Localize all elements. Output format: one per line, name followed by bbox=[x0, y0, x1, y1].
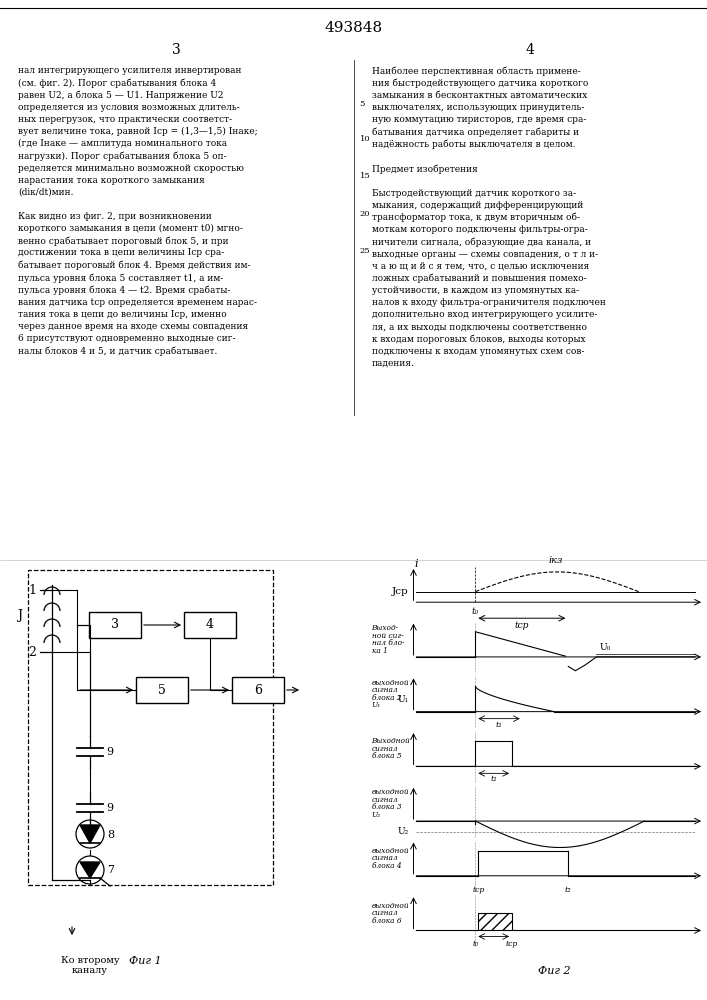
Text: Выход-: Выход- bbox=[371, 624, 399, 632]
Text: ной сиг-: ной сиг- bbox=[371, 632, 403, 640]
Text: выходной: выходной bbox=[371, 679, 409, 687]
Text: 20: 20 bbox=[359, 210, 370, 218]
Text: нал интегрирующего усилителя инвертирован
(см. фиг. 2). Порог срабатывания блока: нал интегрирующего усилителя инвертирова… bbox=[18, 66, 257, 356]
Text: U₂: U₂ bbox=[371, 811, 381, 819]
Text: t: t bbox=[706, 817, 707, 826]
Text: Фиг 1: Фиг 1 bbox=[129, 956, 161, 966]
Text: t₀: t₀ bbox=[472, 940, 479, 948]
Text: сигнал: сигнал bbox=[371, 796, 398, 804]
Text: U₂: U₂ bbox=[397, 827, 409, 836]
Bar bbox=[136, 677, 188, 703]
Text: 4: 4 bbox=[526, 43, 534, 57]
Text: блока 5: блока 5 bbox=[371, 752, 401, 760]
Text: выходной: выходной bbox=[371, 902, 409, 910]
Text: tср: tср bbox=[515, 621, 529, 630]
Text: 7: 7 bbox=[107, 865, 114, 875]
Text: t₁: t₁ bbox=[491, 775, 497, 783]
Bar bbox=[184, 612, 236, 638]
Polygon shape bbox=[80, 862, 100, 878]
Text: U₀: U₀ bbox=[600, 643, 611, 652]
Text: t: t bbox=[706, 598, 707, 607]
Bar bbox=[28, 570, 273, 885]
Text: J: J bbox=[18, 608, 23, 621]
Text: блока 3: блока 3 bbox=[371, 803, 401, 811]
Text: 493848: 493848 bbox=[325, 21, 382, 35]
Text: сигнал: сигнал bbox=[371, 909, 398, 917]
Text: сигнал: сигнал bbox=[371, 745, 398, 753]
Text: блока 4: блока 4 bbox=[371, 862, 401, 870]
Text: ка 1: ка 1 bbox=[371, 647, 387, 655]
Text: t: t bbox=[706, 707, 707, 716]
Text: U₁: U₁ bbox=[397, 695, 409, 704]
Text: 25: 25 bbox=[359, 247, 370, 255]
Text: t₀: t₀ bbox=[472, 607, 479, 616]
Text: 9: 9 bbox=[106, 803, 113, 813]
Text: 3: 3 bbox=[173, 43, 181, 57]
Polygon shape bbox=[80, 825, 100, 843]
Text: Ко второму
каналу: Ко второму каналу bbox=[61, 956, 119, 975]
Bar bbox=[89, 612, 141, 638]
Text: 8: 8 bbox=[107, 830, 114, 840]
Text: блока 6: блока 6 bbox=[371, 917, 401, 925]
Text: Выходной: Выходной bbox=[371, 737, 410, 745]
Text: t: t bbox=[706, 652, 707, 661]
Bar bbox=[478, 913, 512, 930]
Text: Фиг 2: Фиг 2 bbox=[538, 966, 571, 976]
Text: Jср: Jср bbox=[392, 587, 409, 596]
Text: выходной: выходной bbox=[371, 788, 409, 796]
Text: 6: 6 bbox=[254, 684, 262, 696]
Text: сигнал: сигнал bbox=[371, 686, 398, 694]
Text: t₁: t₁ bbox=[496, 721, 503, 729]
Text: 3: 3 bbox=[111, 618, 119, 632]
Text: 9: 9 bbox=[106, 747, 113, 757]
Text: Наиболее перспективная область примене-
ния быстродействующего датчика короткого: Наиболее перспективная область примене- … bbox=[371, 66, 605, 368]
Text: tср: tср bbox=[506, 940, 518, 948]
Text: t: t bbox=[706, 926, 707, 935]
Text: сигнал: сигнал bbox=[371, 854, 398, 862]
Text: 5: 5 bbox=[359, 100, 365, 108]
Text: tср: tср bbox=[472, 886, 484, 894]
Text: U₁: U₁ bbox=[371, 701, 381, 709]
Text: 2: 2 bbox=[28, 646, 36, 658]
Text: 4: 4 bbox=[206, 618, 214, 632]
Text: 1: 1 bbox=[28, 584, 36, 596]
Text: t: t bbox=[706, 762, 707, 771]
Text: выходной: выходной bbox=[371, 847, 409, 855]
Text: блока 2: блока 2 bbox=[371, 694, 401, 702]
Text: 15: 15 bbox=[359, 172, 370, 180]
Text: 10: 10 bbox=[359, 135, 370, 143]
Bar bbox=[232, 677, 284, 703]
Text: i: i bbox=[415, 559, 419, 569]
Text: t₂: t₂ bbox=[565, 886, 572, 894]
Text: iкз: iкз bbox=[548, 556, 563, 565]
Text: 5: 5 bbox=[158, 684, 166, 696]
Text: нал бло-: нал бло- bbox=[371, 639, 404, 647]
Text: t: t bbox=[706, 871, 707, 880]
